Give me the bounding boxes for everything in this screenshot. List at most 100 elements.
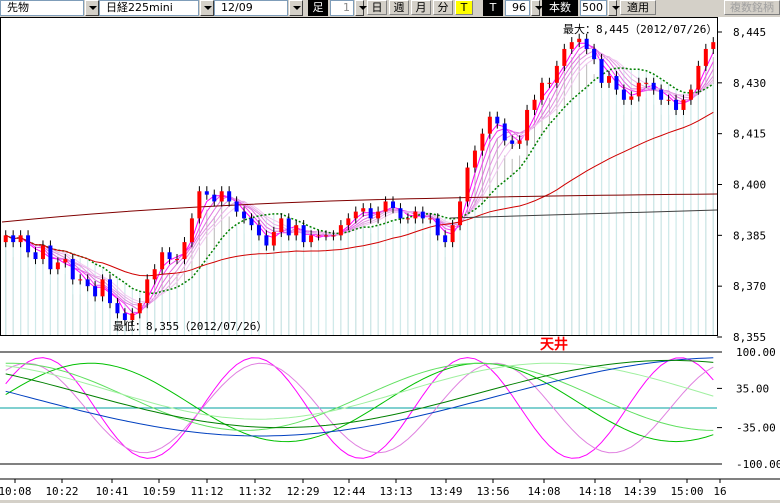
day-button[interactable]: 日 xyxy=(367,0,387,15)
candle-up xyxy=(711,42,716,49)
ma-gray-line xyxy=(449,209,718,219)
time-tick-label: 13:49 xyxy=(429,485,462,498)
candle-up xyxy=(487,116,492,134)
candle-down xyxy=(510,140,515,144)
candle-up xyxy=(413,211,418,219)
price-tick-label: 8,370 xyxy=(733,280,766,293)
candle-down xyxy=(107,279,112,304)
bars-input[interactable]: 500 xyxy=(580,0,607,16)
candle-down xyxy=(286,218,291,236)
multi-symbol-button[interactable]: 複数銘柄 xyxy=(724,0,780,15)
price-tick-label: 8,430 xyxy=(733,77,766,90)
time-tick-label: 12:44 xyxy=(332,485,365,498)
candle-up xyxy=(353,211,358,219)
candle-up xyxy=(338,225,343,236)
candle-down xyxy=(368,208,373,219)
candle-up xyxy=(539,82,544,100)
candle-up xyxy=(450,225,455,243)
candle-down xyxy=(234,201,239,212)
candle-up xyxy=(405,218,410,220)
oscillator-line xyxy=(5,362,714,454)
price-tick-label: 8,415 xyxy=(733,128,766,141)
annotation-layer: 最大：8,445（2012/07/26） 最低：8,355（2012/07/26… xyxy=(113,22,717,353)
candle-up xyxy=(376,211,381,219)
time-tick-label: 12:29 xyxy=(286,485,319,498)
candle-up xyxy=(55,262,60,270)
time-tick-label: 16 xyxy=(713,485,726,498)
candle-up xyxy=(629,96,634,100)
candle-up xyxy=(130,313,135,321)
time-tick-label: 14:18 xyxy=(578,485,611,498)
ema-ribbon-line xyxy=(5,44,714,313)
contract-dropdown-icon[interactable] xyxy=(289,0,303,16)
candle-up xyxy=(18,235,23,243)
candle-down xyxy=(11,235,16,243)
time-tick-label: 10:59 xyxy=(142,485,175,498)
oscillator-layer xyxy=(5,357,714,459)
ema-ribbon-line xyxy=(5,47,714,312)
candle-up xyxy=(175,259,180,261)
ma-green-line xyxy=(5,67,714,295)
candle-down xyxy=(212,194,217,202)
count-spin-icon[interactable] xyxy=(531,0,543,16)
candle-up xyxy=(152,269,157,280)
candle-up xyxy=(316,235,321,237)
t-button[interactable]: T xyxy=(455,0,473,15)
candle-down xyxy=(85,279,90,287)
candle-down xyxy=(592,48,597,60)
time-tick-label: 15:00 xyxy=(670,485,703,498)
time-tick-label: 10:08 xyxy=(0,485,32,498)
time-tick-label: 13:56 xyxy=(476,485,509,498)
candle-down xyxy=(420,211,425,219)
contract-select[interactable]: 12/09 xyxy=(214,0,288,16)
candle-up xyxy=(532,99,537,110)
candle-up xyxy=(703,48,708,66)
candle-down xyxy=(33,252,38,260)
candle-up xyxy=(554,65,559,83)
candle-up xyxy=(562,48,567,66)
time-tick-label: 14:08 xyxy=(527,485,560,498)
candle-down xyxy=(435,218,440,236)
candlestick-series xyxy=(3,33,716,326)
candle-up xyxy=(577,38,582,43)
candle-up xyxy=(137,303,142,314)
bars-spin-icon[interactable] xyxy=(608,0,620,16)
minute-button[interactable]: 分 xyxy=(433,0,453,15)
oscillator-line xyxy=(5,357,714,437)
week-button[interactable]: 週 xyxy=(389,0,409,15)
candle-up xyxy=(458,201,463,226)
count-input[interactable]: 96 xyxy=(505,0,530,16)
axis-layer: 8,445 8,430 8,415 8,400 8,385 8,370 8,355 100.0… xyxy=(0,26,780,498)
high-annotation: 最大：8,445（2012/07/26） xyxy=(563,22,717,36)
interval-input[interactable]: 1 xyxy=(330,0,354,16)
candle-down xyxy=(242,211,247,219)
candle-up xyxy=(607,76,612,83)
chart-area[interactable]: 8,445 8,430 8,415 8,400 8,385 8,370 8,355 100.0… xyxy=(0,17,780,500)
oscillator-tick-label: -35.00 xyxy=(736,422,776,435)
price-tick-label: 8,355 xyxy=(733,331,766,344)
candle-down xyxy=(599,59,604,83)
month-button[interactable]: 月 xyxy=(411,0,431,15)
candle-down xyxy=(167,252,172,260)
ma-long-line xyxy=(1,193,718,223)
time-tick-label: 14:39 xyxy=(623,485,656,498)
candle-down xyxy=(204,191,209,195)
apply-button[interactable]: 適用 xyxy=(620,0,656,15)
candle-up xyxy=(472,150,477,168)
candle-down xyxy=(227,191,232,202)
candle-down xyxy=(502,123,507,141)
time-tick-label: 13:13 xyxy=(379,485,412,498)
ema-ribbon-line xyxy=(5,57,714,303)
ema-ribbon-line xyxy=(5,50,714,306)
market-dropdown-icon[interactable] xyxy=(85,0,99,16)
candle-up xyxy=(323,235,328,237)
candle-up xyxy=(696,65,701,90)
product-select[interactable]: 日経225mini xyxy=(99,0,199,16)
candle-up xyxy=(331,235,336,237)
candle-up xyxy=(294,225,299,236)
price-pane-border xyxy=(0,17,718,336)
market-select[interactable]: 先物 xyxy=(0,0,84,16)
interval-spin-icon[interactable] xyxy=(355,0,367,16)
product-dropdown-icon[interactable] xyxy=(200,0,214,16)
candle-down xyxy=(674,99,679,110)
